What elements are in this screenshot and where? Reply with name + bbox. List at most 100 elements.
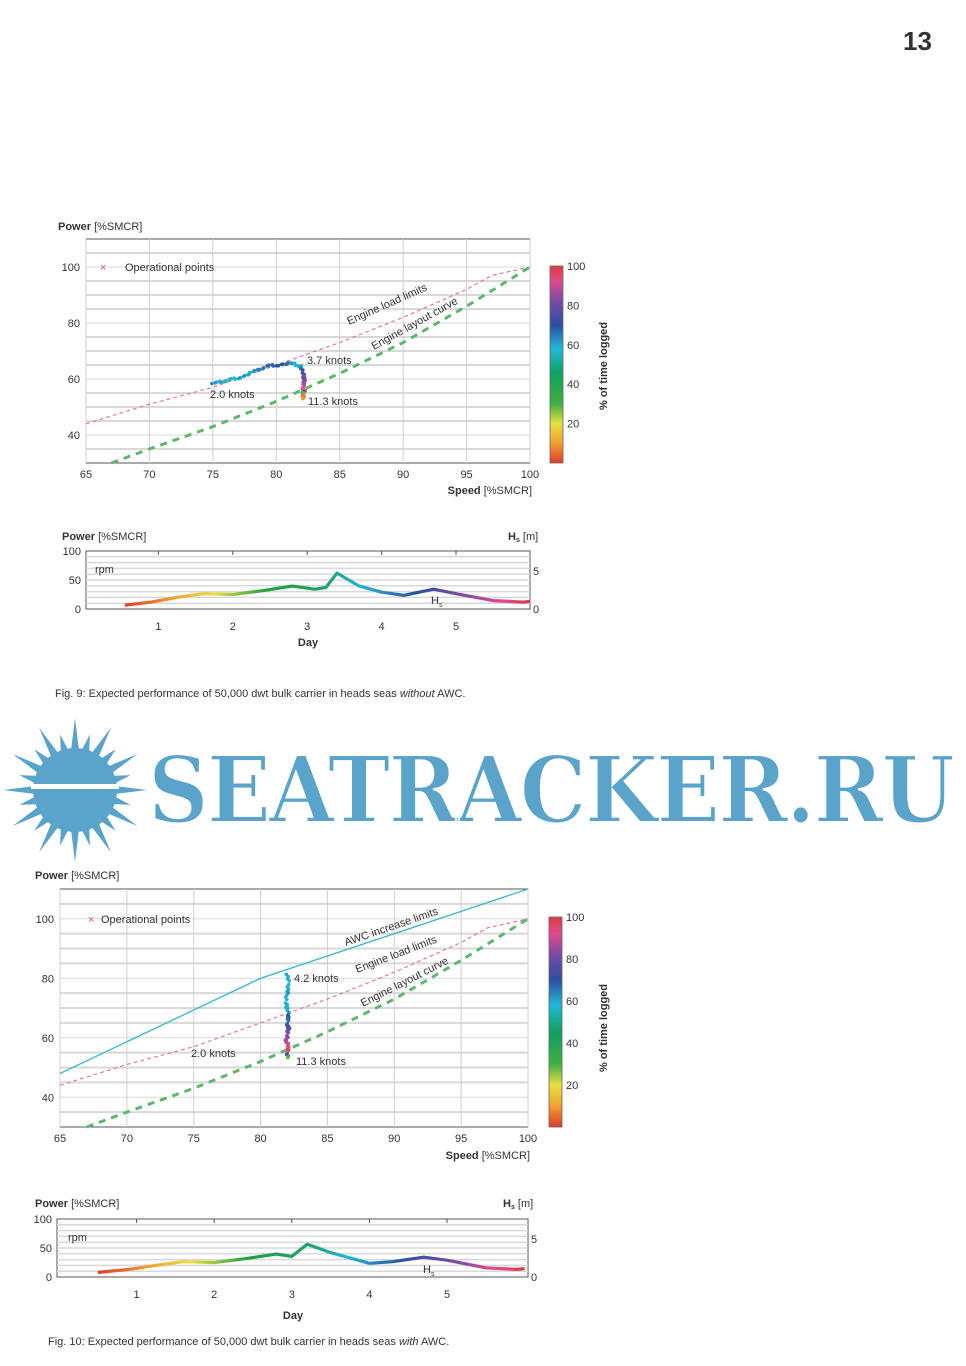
x-tick-label: 75 [207,469,219,481]
x-axis-label: Speed [%SMCR] [446,1150,530,1162]
x-tick-label: 1 [155,621,161,633]
operational-point [280,362,285,367]
operational-point [233,377,237,381]
colorbar-tick-label: 100 [567,261,585,273]
colorbar-tick-label: 80 [567,300,579,312]
operational-point [267,363,271,368]
x-tick-label: 4 [379,621,385,633]
y2-axis-label: Hs [m] [503,1198,533,1212]
x-tick-label: 90 [388,1133,400,1145]
annotation-11-3-knots: 11.3 knots [296,1056,346,1068]
hs-line [124,571,531,607]
x-tick-label: 90 [397,469,409,481]
x-tick-label: 70 [121,1133,133,1145]
grid [59,888,529,1128]
page-number: 13 [903,26,932,56]
x-tick-label: 100 [521,469,539,481]
x-tick-label: 65 [54,1133,66,1145]
x-tick-label: 85 [321,1133,333,1145]
operational-point [223,379,228,383]
operational-point [238,375,243,380]
operational-point [261,365,266,370]
colorbar-tick-label: 80 [566,954,578,966]
engine-layout-curve-curve [110,265,531,465]
hs-line [97,1242,525,1274]
x-tick-label: 5 [453,621,459,633]
colorbar [549,265,564,464]
fig9-timeseries-chart: Power [%SMCR] Hs [m] Day rpm Hs 1 2 3 4 5050… [62,531,539,649]
grid [85,238,531,464]
legend-marker: × [100,262,106,274]
operational-point [229,376,233,381]
fig10-timeseries-chart: Power [%SMCR] Hs [m] Day rpm Hs 1 2 3 4 5050… [34,1198,537,1322]
operational-point [242,373,247,378]
annotation-hs: Hs [431,595,443,609]
y-tick-label: 100 [63,546,81,558]
x-tick-label: 65 [80,469,92,481]
y2-tick-label: 0 [531,1272,537,1284]
operational-point [285,997,289,1002]
colorbar-tick-label: 20 [567,419,579,431]
annotation-11-3-knots: 11.3 knots [308,396,358,408]
operational-point [289,361,294,365]
colorbar-tick-label: 100 [566,912,584,924]
colorbar-tick-label: 60 [567,340,579,352]
operational-point [286,1030,290,1035]
y-axis-label: Power [%SMCR] [62,531,146,543]
operational-point [271,364,276,368]
y-tick-label: 40 [42,1092,54,1104]
x-tick-label: 85 [334,469,346,481]
annotation-rpm: rpm [68,1232,87,1244]
x-tick-label: 80 [270,469,282,481]
colorbar-tick-label: 40 [567,379,579,391]
x-axis-label: Speed [%SMCR] [448,485,532,497]
legend-marker: × [88,914,94,926]
y-axis-label: Power [%SMCR] [35,1198,119,1210]
y-tick-label: 50 [69,575,81,587]
y-tick-label: 40 [68,430,80,442]
operational-point [293,363,298,368]
x-tick-label: 5 [444,1289,450,1301]
operational-point [287,979,292,983]
x-tick-label: 2 [230,621,236,633]
watermark-text: SEATRACKER.RU [148,736,954,844]
x-tick-label: 75 [188,1133,200,1145]
x-tick-label: 95 [455,1133,467,1145]
annotation-3-7-knots: 3.7 knots [307,355,352,367]
y-axis-label: Power [%SMCR] [58,221,142,233]
figure-9-caption: Fig. 9: Expected performance of 50,000 d… [55,688,465,700]
operational-point [286,1055,290,1060]
x-tick-label: 70 [143,469,155,481]
colorbar-tick-label: 60 [566,996,578,1008]
x-tick-label: 100 [519,1133,537,1145]
y-tick-label: 100 [62,262,80,274]
y-tick-label: 80 [42,973,54,985]
sun-rays [3,718,147,862]
x-tick-label: 4 [366,1289,372,1301]
operational-point [252,368,257,373]
operational-point [210,381,214,386]
sun-horizon [31,784,119,789]
y2-tick-label: 5 [531,1234,537,1246]
y-tick-label: 60 [42,1033,54,1045]
operational-point [286,1018,291,1023]
operational-point [219,380,224,384]
x-axis-label: Day [283,1310,304,1322]
annotation-rpm: rpm [95,564,114,576]
awc-increase-limits-curve [59,888,529,1075]
legend-operational-points: Operational points [125,262,215,274]
sun-logo-icon [3,718,147,862]
y-tick-label: 100 [36,914,54,926]
x-axis-label: Day [298,637,319,649]
annotation-2-0-knots: 2.0 knots [191,1048,236,1060]
watermark-logo: SEATRACKER.RU [3,718,957,862]
operational-point [286,361,290,365]
operational-point [248,370,252,375]
engine-load-limits-curve [85,266,531,425]
y-tick-label: 50 [40,1243,52,1255]
colorbar-label: % of time logged [598,322,610,410]
y-tick-label: 100 [34,1214,52,1226]
y2-tick-label: 0 [533,604,539,616]
engine-layout-curve-curve [86,917,529,1129]
operational-point [301,396,305,401]
